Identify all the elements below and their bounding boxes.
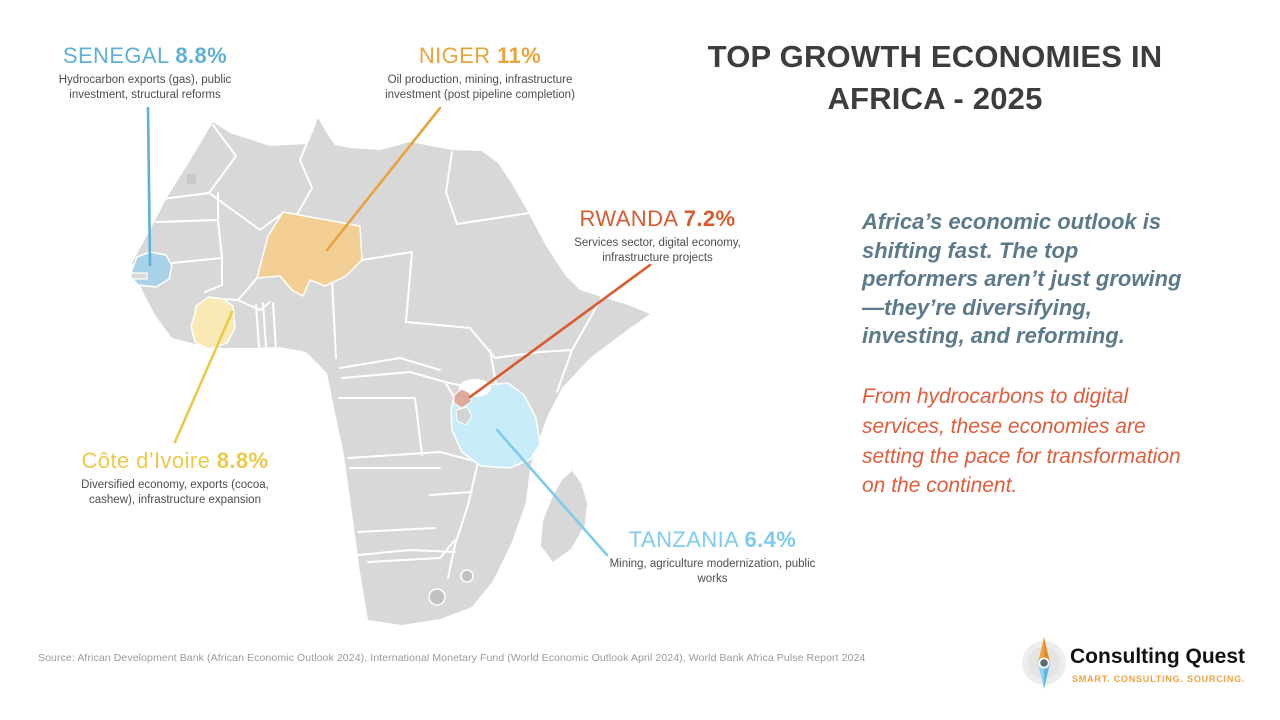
rwanda-name: RWANDA 7.2% — [535, 206, 780, 232]
summary-paragraph: Africa’s economic outlook is shifting fa… — [862, 209, 1182, 349]
map-burundi — [455, 406, 473, 426]
logo-tagline: SMART. CONSULTING. SOURCING. — [1072, 674, 1246, 684]
senegal-label: SENEGAL 8.8% Hydrocarbon exports (gas), … — [15, 43, 275, 103]
source-citation: Source: African Development Bank (Africa… — [38, 652, 866, 664]
map-madagascar — [541, 471, 587, 562]
map-region-patch — [187, 174, 196, 184]
country-name: SENEGAL — [62, 43, 169, 68]
country-name: TANZANIA — [628, 527, 738, 552]
niger-label: NIGER 11% Oil production, mining, infras… — [355, 43, 605, 103]
map-lesotho — [428, 588, 446, 606]
map-tanzania — [450, 382, 541, 469]
consulting-quest-logo: Consulting Quest SMART. CONSULTING. SOUR… — [1020, 634, 1250, 696]
growth-pct: 6.4% — [744, 527, 797, 552]
country-name: RWANDA — [579, 206, 678, 231]
growth-pct: 7.2% — [683, 206, 736, 231]
map-rwanda — [453, 388, 472, 409]
cote-divoire-label: Côte d’Ivoire 8.8% Diversified economy, … — [50, 448, 300, 508]
compass-icon — [1022, 637, 1066, 689]
page-title: TOP GROWTH ECONOMIES IN AFRICA - 2025 — [675, 36, 1195, 120]
map-eswatini — [460, 569, 474, 583]
country-name: NIGER — [418, 43, 491, 68]
tanzania-desc: Mining, agriculture modernization, publi… — [609, 558, 816, 586]
senegal-callout-line — [146, 106, 152, 267]
title-line-2: AFRICA - 2025 — [827, 80, 1043, 116]
senegal-desc: Hydrocarbon exports (gas), public invest… — [58, 74, 232, 102]
cote-divoire-name: Côte d’Ivoire 8.8% — [50, 448, 300, 474]
rwanda-callout-line — [468, 263, 652, 399]
niger-callout-line — [325, 106, 442, 252]
rwanda-label: RWANDA 7.2% Services sector, digital eco… — [535, 206, 780, 266]
niger-desc: Oil production, mining, infrastructure i… — [385, 74, 575, 102]
tanzania-label: TANZANIA 6.4% Mining, agriculture modern… — [590, 527, 835, 587]
map-cote-divoire — [190, 296, 236, 350]
tanzania-callout-line — [495, 428, 609, 557]
map-niger — [256, 211, 363, 298]
logo-wordmark: Consulting Quest — [1070, 645, 1245, 668]
title-line-1: TOP GROWTH ECONOMIES IN — [707, 39, 1163, 74]
growth-pct: 8.8% — [175, 43, 228, 68]
map-gambia — [130, 272, 148, 280]
cote-divoire-callout-line — [173, 310, 234, 444]
niger-name: NIGER 11% — [355, 43, 605, 69]
tanzania-name: TANZANIA 6.4% — [590, 527, 835, 553]
rwanda-desc: Services sector, digital economy, infras… — [574, 237, 741, 265]
africa-map — [130, 106, 652, 625]
country-borders — [155, 123, 603, 579]
country-name: Côte d’Ivoire — [81, 448, 211, 473]
map-senegal — [130, 251, 173, 288]
growth-pct: 8.8% — [216, 448, 269, 473]
growth-pct: 11% — [497, 43, 542, 68]
senegal-name: SENEGAL 8.8% — [15, 43, 275, 69]
africa-continent — [132, 118, 650, 625]
cote-divoire-desc: Diversified economy, exports (cocoa, cas… — [81, 479, 269, 507]
handwritten-paragraph: From hydrocarbons to digital services, t… — [862, 385, 1181, 498]
